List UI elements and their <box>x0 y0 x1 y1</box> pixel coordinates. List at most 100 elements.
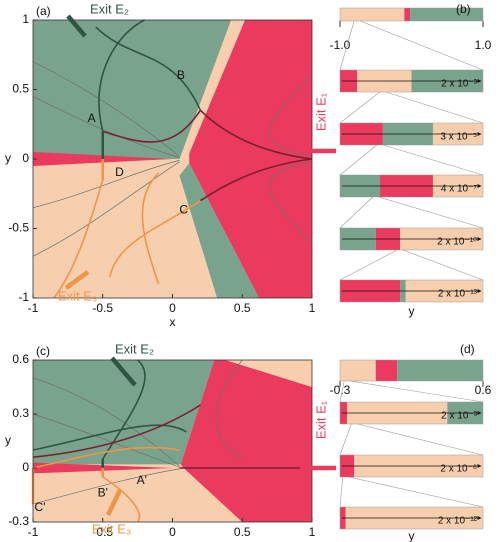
scale-label: 2 x 10⁻¹⁰ <box>437 237 477 248</box>
scale-label: 3 x 10⁻⁵ <box>440 132 477 143</box>
exit-arrow <box>66 14 87 38</box>
zoom-line <box>339 423 352 456</box>
zoom-line <box>385 91 484 124</box>
point-label: A <box>88 111 96 125</box>
region-map: -1 -0.5 0 0.5 1 -0.3 0 0.3 0.6 x y (c) A' B' C' Exit E₂… <box>5 341 336 542</box>
zoom-line <box>339 380 345 403</box>
x-axis-label: x <box>170 539 176 542</box>
trajectory <box>102 109 202 143</box>
trajectory <box>199 109 313 160</box>
exit-arrow <box>110 356 137 387</box>
bar-segment <box>340 360 376 381</box>
trajectory <box>32 160 180 208</box>
zoom-line <box>360 20 484 71</box>
y-tick-label: -0.3 <box>8 514 29 528</box>
bar-segment <box>404 8 411 21</box>
scale-label: 2 x 10⁻¹² <box>438 516 478 527</box>
trajectory <box>269 161 313 243</box>
zoom-line <box>339 196 373 229</box>
trajectory <box>32 96 180 158</box>
y-tick-label: 0.6 <box>12 352 29 366</box>
trajectory <box>32 404 201 458</box>
bar-segment <box>410 8 483 21</box>
x-tick-label: -1 <box>28 525 39 539</box>
scale-label: 2 x 10⁻⁶ <box>440 464 477 475</box>
x-tick-label: -0.5 <box>92 301 113 315</box>
zoom-line <box>402 249 484 281</box>
trajectory <box>215 359 243 460</box>
panel-label: (c) <box>36 344 50 358</box>
bar-segment <box>397 360 483 381</box>
basin-region <box>33 360 215 465</box>
region-map: -1 -0.5 0 0.5 1 -1 -0.5 0 0.5 1 x y (a) A B C D Exit E₂ Ex… <box>5 1 336 329</box>
bar-frame <box>339 279 484 303</box>
x-tick-label: -0.5 <box>92 525 113 539</box>
y-tick-label: -1 <box>18 290 29 304</box>
basin-region <box>189 20 312 298</box>
bar-frame <box>339 506 484 530</box>
bar-frame <box>339 69 484 93</box>
y-tick-label: -0.5 <box>8 221 29 235</box>
trajectory <box>102 359 146 460</box>
trajectory <box>269 75 313 157</box>
x-tick-label: 0.6 <box>475 383 492 397</box>
exit-label: Exit E₂ <box>90 1 129 16</box>
trajectory <box>53 179 104 299</box>
scale-label: 2 x 10⁻³ <box>441 411 478 422</box>
trajectory <box>32 377 180 467</box>
zoom-line <box>357 423 484 456</box>
bar-frame <box>339 174 484 198</box>
point-label: C' <box>34 500 45 514</box>
bar-segment <box>340 8 405 21</box>
bar-frame <box>339 401 484 425</box>
bar-frame <box>339 454 484 478</box>
zoom-line <box>350 380 484 403</box>
panel-label: (a) <box>36 4 51 18</box>
x-tick-label: 0 <box>169 301 176 315</box>
zoom-line <box>378 196 484 229</box>
trajectory <box>32 161 180 257</box>
point-label: B' <box>98 485 108 499</box>
zoom-line <box>339 476 344 508</box>
x-tick-label: 1.0 <box>475 38 492 52</box>
zoom-line <box>348 476 484 508</box>
zoom-line <box>339 91 381 124</box>
bar-segment <box>375 360 398 381</box>
y-tick-label: 0 <box>22 460 29 474</box>
trajectory <box>95 26 202 111</box>
basin-region <box>225 360 312 387</box>
zoom-line <box>339 144 378 176</box>
x-tick-label: 0 <box>169 525 176 539</box>
bar-frame <box>339 122 484 146</box>
point-label: A' <box>137 473 147 487</box>
x-axis-label: x <box>170 315 176 329</box>
x-axis-label: y <box>409 529 415 542</box>
y-tick-label: 0 <box>22 151 29 165</box>
bar-frame <box>339 359 484 382</box>
point-label: C <box>179 203 188 217</box>
y-tick-label: 1 <box>22 12 29 26</box>
panel-label: (b) <box>456 2 471 16</box>
exit-label: Exit E₂ <box>115 341 154 356</box>
basin-region <box>179 163 259 298</box>
zoom-line <box>339 20 355 71</box>
x-tick-label: 0.5 <box>234 525 251 539</box>
x-tick-label: 1 <box>309 301 316 315</box>
basin-region <box>33 20 236 159</box>
trajectory <box>141 172 160 285</box>
trajectory <box>108 200 201 278</box>
exit-arrow <box>105 489 123 516</box>
x-tick-label: 0.5 <box>234 301 251 315</box>
trajectory <box>98 19 145 132</box>
point-label: B <box>177 68 185 82</box>
y-axis-label: y <box>5 151 11 165</box>
trajectory <box>32 446 180 469</box>
exit-arrow <box>64 270 90 290</box>
exit-label: Exit E₃ <box>58 288 97 303</box>
trajectory <box>32 413 180 468</box>
x-tick-label: -0.3 <box>330 383 351 397</box>
x-tick-label: -1 <box>28 301 39 315</box>
x-axis-label: y <box>409 304 415 318</box>
y-tick-label: 0.3 <box>12 406 29 420</box>
